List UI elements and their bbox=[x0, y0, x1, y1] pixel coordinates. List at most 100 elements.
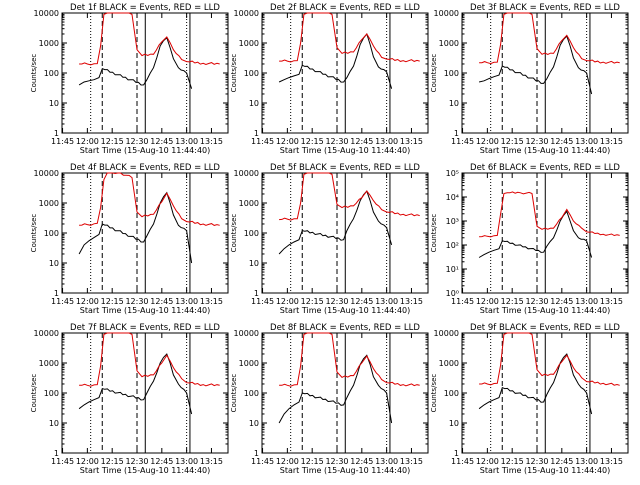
x-tick-label: 12:30 bbox=[525, 297, 548, 306]
y-tick-label: 10⁵ bbox=[446, 169, 459, 178]
y-tick-label: 10000 bbox=[234, 9, 259, 18]
y-tick-label: 1 bbox=[254, 449, 259, 458]
series-events bbox=[478, 210, 593, 258]
x-tick-label: 12:00 bbox=[476, 457, 499, 466]
y-axis-label: Counts/sec bbox=[30, 374, 38, 413]
x-tick-label: 12:45 bbox=[150, 457, 173, 466]
x-tick-label: 12:45 bbox=[150, 297, 173, 306]
chart-title: Det 1f BLACK = Events, RED = LLD bbox=[70, 3, 220, 13]
y-tick-label: 10000 bbox=[34, 9, 59, 18]
y-tick-label: 100 bbox=[244, 389, 259, 398]
panel-det-3: Det 3f BLACK = Events, RED = LLD 1 10 100 10… bbox=[430, 3, 629, 155]
x-tick-label: 12:45 bbox=[350, 297, 373, 306]
series-events bbox=[78, 36, 193, 89]
x-axis-label: Start Time (15-Aug-10 11:44:40) bbox=[280, 306, 411, 315]
panel-det-4: Det 4f BLACK = Events, RED = LLD 1 10 100 10… bbox=[30, 163, 229, 315]
chart-title: Det 2f BLACK = Events, RED = LLD bbox=[270, 3, 420, 13]
x-tick-label: 12:15 bbox=[301, 137, 324, 146]
y-tick-label: 1 bbox=[254, 289, 259, 298]
x-tick-label: 13:15 bbox=[600, 297, 623, 306]
series-lld bbox=[79, 12, 220, 66]
y-tick-label: 100 bbox=[44, 69, 59, 78]
y-tick-label: 10000 bbox=[34, 169, 59, 178]
x-axis-label: Start Time (15-Aug-10 11:44:40) bbox=[280, 146, 411, 155]
y-tick-label: 10¹ bbox=[446, 265, 459, 274]
x-tick-label: 13:00 bbox=[175, 457, 198, 466]
x-tick-label: 12:00 bbox=[276, 137, 299, 146]
chart-title: Det 3f BLACK = Events, RED = LLD bbox=[470, 3, 620, 13]
chart-title: Det 4f BLACK = Events, RED = LLD bbox=[70, 163, 220, 173]
y-axis-label: Counts/sec bbox=[30, 54, 38, 93]
x-tick-label: 12:00 bbox=[276, 297, 299, 306]
x-axis-label: Start Time (15-Aug-10 11:44:40) bbox=[80, 306, 211, 315]
y-tick-label: 100 bbox=[244, 229, 259, 238]
y-tick-label: 1000 bbox=[439, 359, 459, 368]
series-lld bbox=[479, 12, 620, 65]
x-tick-label: 12:15 bbox=[101, 457, 124, 466]
x-tick-label: 13:15 bbox=[200, 297, 223, 306]
y-tick-label: 1 bbox=[54, 289, 59, 298]
x-tick-label: 12:30 bbox=[525, 137, 548, 146]
y-tick-label: 1000 bbox=[439, 39, 459, 48]
y-tick-label: 1000 bbox=[239, 199, 259, 208]
y-tick-label: 10 bbox=[249, 259, 259, 268]
y-tick-label: 1 bbox=[54, 449, 59, 458]
x-tick-label: 13:00 bbox=[375, 457, 398, 466]
x-tick-label: 13:15 bbox=[400, 457, 423, 466]
x-tick-label: 11:45 bbox=[251, 297, 274, 306]
chart-title: Det 8f BLACK = Events, RED = LLD bbox=[270, 323, 420, 333]
x-tick-label: 11:45 bbox=[451, 137, 474, 146]
x-axis-label: Start Time (15-Aug-10 11:44:40) bbox=[480, 306, 611, 315]
x-tick-label: 13:15 bbox=[200, 457, 223, 466]
x-tick-label: 13:00 bbox=[575, 297, 598, 306]
y-axis-label: Counts/sec bbox=[230, 54, 238, 93]
y-tick-label: 10000 bbox=[234, 329, 259, 338]
y-tick-label: 1000 bbox=[39, 39, 59, 48]
x-tick-label: 12:15 bbox=[101, 137, 124, 146]
y-axis-label: Counts/sec bbox=[30, 214, 38, 253]
series-lld bbox=[79, 172, 220, 226]
series-lld bbox=[279, 172, 420, 221]
y-axis-label: Counts/sec bbox=[430, 214, 438, 253]
x-tick-label: 13:15 bbox=[400, 137, 423, 146]
y-tick-label: 10⁰ bbox=[446, 289, 459, 298]
panel-det-7: Det 7f BLACK = Events, RED = LLD 1 10 100 10… bbox=[30, 323, 229, 475]
x-tick-label: 12:00 bbox=[76, 297, 99, 306]
y-tick-label: 1000 bbox=[239, 359, 259, 368]
x-tick-label: 13:15 bbox=[600, 457, 623, 466]
panel-det-2: Det 2f BLACK = Events, RED = LLD 1 10 100 10… bbox=[230, 3, 429, 155]
x-tick-label: 12:45 bbox=[550, 297, 573, 306]
x-axis-label: Start Time (15-Aug-10 11:44:40) bbox=[80, 146, 211, 155]
x-tick-label: 13:00 bbox=[175, 137, 198, 146]
panel-det-9: Det 9f BLACK = Events, RED = LLD 1 10 100 10… bbox=[430, 323, 629, 475]
x-tick-label: 12:45 bbox=[550, 457, 573, 466]
y-tick-label: 10000 bbox=[34, 329, 59, 338]
series-events bbox=[78, 353, 193, 415]
y-tick-label: 10000 bbox=[234, 169, 259, 178]
y-tick-label: 100 bbox=[44, 229, 59, 238]
x-tick-label: 12:30 bbox=[325, 137, 348, 146]
x-axis-label: Start Time (15-Aug-10 11:44:40) bbox=[480, 466, 611, 475]
x-tick-label: 11:45 bbox=[51, 297, 74, 306]
series-lld bbox=[279, 332, 420, 387]
x-tick-label: 12:30 bbox=[125, 457, 148, 466]
x-tick-label: 11:45 bbox=[251, 457, 274, 466]
series-events bbox=[278, 32, 393, 89]
x-tick-label: 12:00 bbox=[76, 137, 99, 146]
y-tick-label: 10000 bbox=[434, 9, 459, 18]
y-tick-label: 1 bbox=[454, 449, 459, 458]
y-tick-label: 10⁴ bbox=[446, 193, 459, 202]
x-tick-label: 13:15 bbox=[200, 137, 223, 146]
x-tick-label: 12:00 bbox=[476, 297, 499, 306]
x-tick-label: 11:45 bbox=[451, 297, 474, 306]
x-tick-label: 12:45 bbox=[350, 137, 373, 146]
x-tick-label: 13:15 bbox=[600, 137, 623, 146]
x-tick-label: 12:30 bbox=[125, 137, 148, 146]
x-tick-label: 13:00 bbox=[575, 457, 598, 466]
y-tick-label: 10 bbox=[249, 99, 259, 108]
panel-det-5: Det 5f BLACK = Events, RED = LLD 1 10 100 10… bbox=[230, 163, 429, 315]
x-tick-label: 13:00 bbox=[375, 297, 398, 306]
y-tick-label: 100 bbox=[444, 69, 459, 78]
y-tick-label: 10000 bbox=[434, 329, 459, 338]
